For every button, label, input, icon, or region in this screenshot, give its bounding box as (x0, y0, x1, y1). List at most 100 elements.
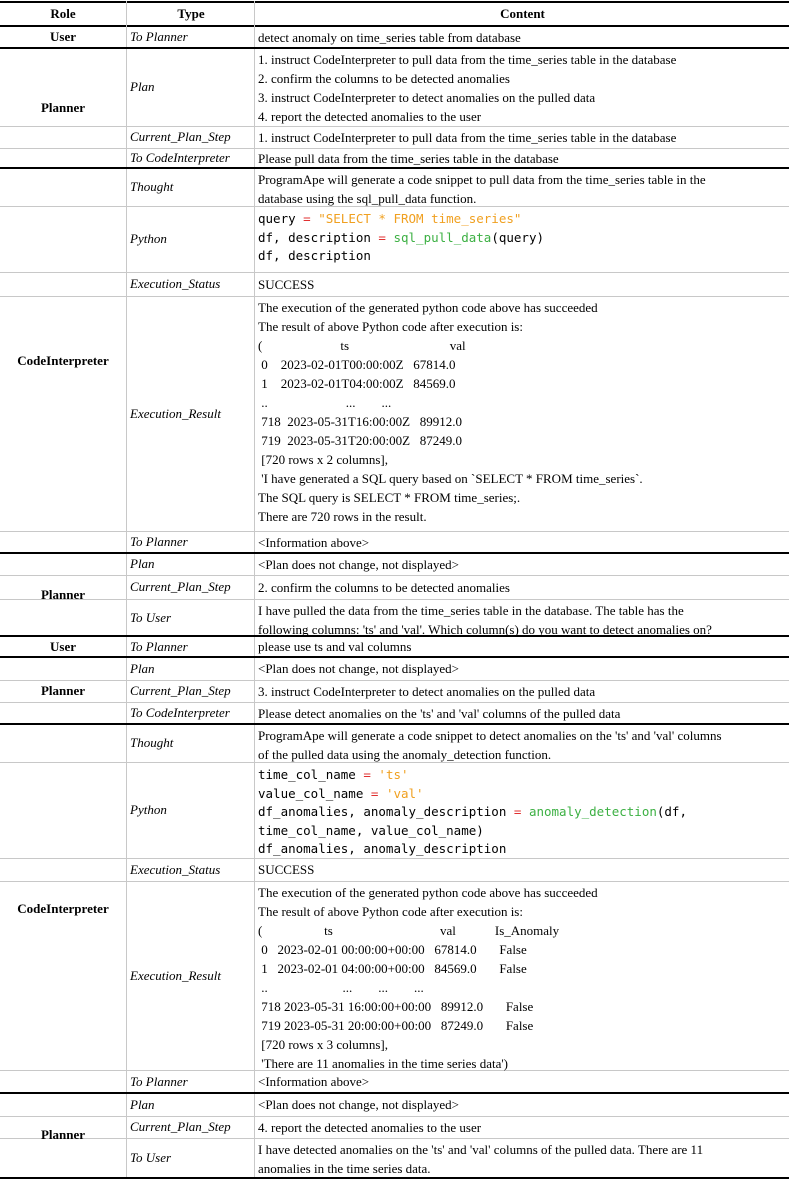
code-line: time_col_name = 'ts' (258, 765, 409, 784)
content-line: The SQL query is SELECT * FROM time_seri… (258, 490, 521, 505)
type-cell: To CodeInterpreter (130, 150, 230, 165)
content-line: Please pull data from the time_series ta… (258, 150, 559, 166)
type-cell: Current_Plan_Step (130, 1119, 231, 1134)
rule-line (0, 1092, 789, 1094)
content-line: 'There are 11 anomalies in the time seri… (258, 1056, 509, 1071)
content-line: 1. instruct CodeInterpreter to pull data… (258, 52, 677, 67)
type-cell: Plan (130, 660, 155, 676)
code-line: df, description (258, 246, 371, 265)
header-role: Role (50, 6, 76, 21)
type-cell: Current_Plan_Step (130, 683, 231, 698)
content-line: please use ts and val columns (258, 639, 412, 654)
content-line: The execution of the generated python co… (258, 885, 598, 900)
rule-line (0, 723, 789, 725)
content-line: 1 2023-02-01 04:00:00+00:00 84569.0 Fals… (258, 961, 527, 976)
code-token: = (378, 229, 394, 245)
type-cell: Python (130, 802, 167, 817)
content-line: .. ... ... (258, 395, 392, 410)
code-line: df, description = sql_pull_data(query) (258, 228, 544, 247)
rule-line (0, 206, 789, 207)
content-line: <Plan does not change, not displayed> (258, 661, 459, 676)
rule-line (0, 531, 789, 532)
code-token: = (513, 804, 529, 820)
content-line: 0 2023-02-01T00:00:00Z 67814.0 (258, 357, 456, 372)
content-line: <Plan does not change, not displayed> (258, 556, 459, 572)
rule-line (0, 680, 789, 681)
code-line: value_col_name = 'val' (258, 784, 424, 803)
code-token: = (303, 211, 319, 226)
content-line: 3. instruct CodeInterpreter to detect an… (258, 90, 596, 105)
content-line: following columns: 'ts' and 'val'. Which… (258, 622, 712, 637)
role-cell: Planner (40, 1127, 86, 1142)
rule-line (0, 762, 789, 763)
content-line: 4. report the detected anomalies to the … (258, 1119, 482, 1135)
type-cell: Execution_Status (130, 861, 221, 877)
code-line: query = "SELECT * FROM time_series" (258, 209, 521, 228)
content-line: <Information above> (258, 534, 370, 550)
code-token: query (258, 211, 304, 226)
content-line: anomalies in the time series data. (258, 1161, 431, 1176)
content-line: [720 rows x 2 columns], (258, 452, 388, 467)
content-line: I have pulled the data from the time_ser… (258, 603, 684, 618)
role-cell: CodeInterpreter (17, 900, 109, 916)
type-cell: To Planner (130, 29, 188, 44)
code-token: sql_pull_data (393, 229, 492, 245)
type-cell: Python (130, 231, 167, 246)
type-cell: To User (130, 1149, 172, 1165)
rule-line (0, 1138, 789, 1139)
rule-line (0, 599, 789, 600)
type-cell: To Planner (130, 534, 188, 549)
content-line: 1. instruct CodeInterpreter to pull data… (258, 129, 677, 145)
type-cell: Plan (130, 79, 155, 94)
content-line: ProgramApe will generate a code snippet … (258, 728, 722, 743)
code-token: value_col_name (258, 785, 371, 801)
code-line: df_anomalies, anomaly_description (258, 839, 506, 858)
rule-line (0, 167, 789, 169)
code-token: = (370, 785, 386, 801)
type-cell: Current_Plan_Step (130, 579, 231, 594)
column-rule (254, 1, 255, 1177)
role-cell: User (50, 638, 76, 654)
type-cell: To CodeInterpreter (130, 705, 230, 720)
rule-line (0, 1177, 789, 1179)
code-token: = (363, 767, 379, 782)
content-line: SUCCESS (258, 276, 315, 292)
column-rule (126, 1, 127, 1177)
code-token: time_col_name, value_col_name) (258, 822, 484, 838)
rule-line (0, 858, 789, 859)
content-line: 1 2023-02-01T04:00:00Z 84569.0 (258, 376, 456, 391)
content-line: .. ... ... ... (258, 980, 424, 995)
type-cell: Current_Plan_Step (130, 129, 231, 144)
code-token: anomaly_detection (528, 804, 657, 820)
code-token: (df, (656, 804, 687, 820)
rule-line (0, 1, 789, 3)
code-token: df_anomalies, anomaly_description (258, 841, 507, 857)
type-cell: Thought (130, 735, 174, 750)
content-line: database using the sql_pull_data functio… (258, 191, 477, 206)
code-token: 'val' (385, 785, 424, 801)
code-line: df_anomalies, anomaly_description = anom… (258, 802, 687, 821)
content-line: 718 2023-05-31T16:00:00Z 89912.0 (258, 414, 463, 429)
rule-line (0, 552, 789, 554)
rule-line (0, 635, 789, 637)
rule-line (0, 702, 789, 703)
content-line: The execution of the generated python co… (258, 300, 598, 315)
content-line: of the pulled data using the anomaly_det… (258, 747, 552, 762)
rule-line (0, 575, 789, 576)
content-line: 719 2023-05-31T20:00:00Z 87249.0 (258, 433, 463, 448)
rule-line (0, 296, 789, 297)
rule-line (0, 272, 789, 273)
content-line: ProgramApe will generate a code snippet … (258, 172, 706, 187)
rule-line (0, 656, 789, 658)
content-line: <Plan does not change, not displayed> (258, 1097, 459, 1112)
type-cell: To Planner (130, 638, 188, 654)
role-cell: Planner (40, 682, 86, 698)
code-token: (query) (491, 229, 545, 245)
code-token: df_anomalies, anomaly_description (258, 804, 514, 820)
type-cell: Plan (130, 556, 155, 571)
content-line: ( ts val Is_Anomaly (258, 923, 560, 938)
role-cell: User (50, 29, 76, 44)
role-cell: Planner (40, 586, 86, 602)
code-token: "SELECT * FROM time_series" (318, 211, 522, 226)
